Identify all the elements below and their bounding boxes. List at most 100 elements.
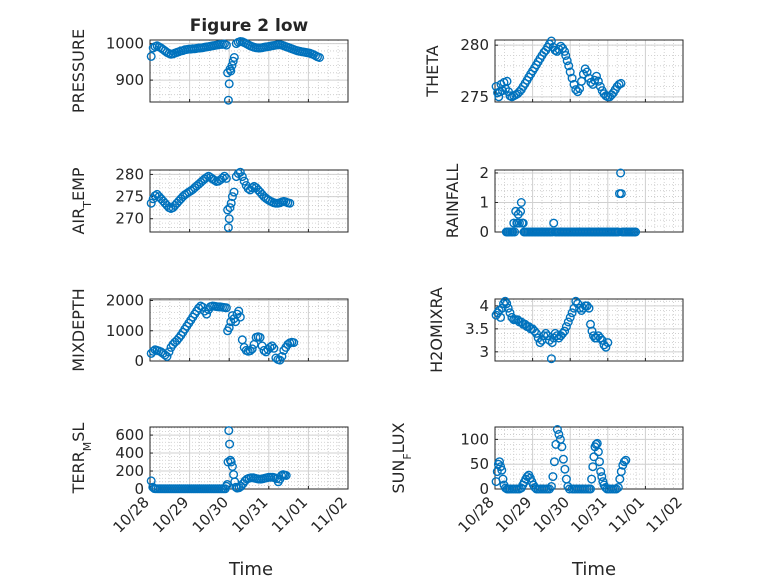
data-point — [221, 40, 231, 50]
data-point — [616, 168, 626, 178]
y-tick-label: 1000 — [106, 35, 144, 53]
data-point — [595, 81, 605, 91]
data-point — [235, 167, 245, 177]
data-point — [221, 173, 231, 183]
data-point — [619, 457, 629, 467]
data-point — [546, 482, 556, 492]
data-point — [164, 347, 174, 357]
data-point — [592, 438, 602, 448]
data-point — [564, 61, 574, 71]
subscript-m: M — [81, 442, 94, 452]
data-point — [235, 312, 245, 322]
y-tick-label: 275 — [460, 88, 489, 106]
data-point — [592, 71, 602, 81]
x-tick-label: 10/29 — [492, 493, 535, 536]
data-point — [503, 303, 513, 313]
data-point — [509, 218, 519, 228]
data-point — [146, 476, 156, 486]
data-point — [595, 333, 605, 343]
data-point — [562, 56, 572, 66]
subplot-h2omixra: 3 3.5 4 H2OMIXRA — [427, 287, 684, 373]
data-point — [615, 474, 625, 484]
data-point — [569, 79, 579, 89]
data-point — [146, 198, 156, 208]
data-point — [229, 470, 239, 480]
axes-frame — [149, 298, 349, 362]
data-point — [222, 480, 232, 490]
data-point — [245, 346, 255, 356]
x-tick-label: 11/01 — [268, 493, 311, 536]
y-tick-label: 0 — [479, 223, 489, 241]
subplot-rainfall: 0 1 2 RAINFALL — [443, 164, 684, 241]
data-point — [231, 482, 241, 492]
data-point — [277, 352, 287, 362]
data-point — [548, 472, 558, 482]
data-point — [560, 326, 570, 336]
y-tick-label: 1 — [479, 193, 489, 211]
data-point — [577, 76, 587, 86]
data-point — [202, 172, 212, 182]
data-point — [285, 198, 295, 208]
data-point — [497, 465, 507, 475]
data-point — [597, 472, 607, 482]
y-tick-label: 280 — [115, 165, 144, 183]
x-tick-label: 10/30 — [189, 493, 232, 536]
data-point — [558, 454, 568, 464]
x-tick-label: 11/02 — [643, 493, 686, 536]
data-point — [549, 457, 559, 467]
data-point — [560, 464, 570, 474]
x-tick-label: 10/28 — [455, 493, 498, 536]
data-point — [493, 308, 503, 318]
y-tick-label: 3.5 — [465, 320, 489, 338]
data-point — [613, 483, 623, 493]
data-point — [547, 338, 557, 348]
data-point — [571, 85, 581, 95]
x-tick-label: 10/29 — [149, 493, 192, 536]
y-tick-label: 50 — [470, 455, 489, 473]
data-point — [269, 343, 279, 353]
data-point — [616, 467, 626, 477]
data-point — [561, 322, 571, 332]
data-point — [255, 332, 265, 342]
data-point — [225, 203, 235, 213]
y-tick-label: 4 — [479, 297, 489, 315]
y-tick-label: 0 — [134, 352, 144, 370]
x-tick-label: 10/28 — [110, 493, 153, 536]
y-tick-label: 100 — [460, 430, 489, 448]
data-point — [631, 227, 641, 237]
data-point — [535, 338, 545, 348]
y-tick-label: 280 — [460, 36, 489, 54]
data-point — [496, 312, 506, 322]
axes-frame — [494, 39, 684, 103]
data-point — [227, 192, 237, 202]
data-point — [589, 452, 599, 462]
data-point — [563, 317, 573, 327]
y-tick-label: 2 — [479, 164, 489, 182]
data-point — [567, 73, 577, 83]
y-axis-label: MIXDEPTH — [69, 288, 88, 371]
y-tick-label: 900 — [115, 71, 144, 89]
data-point — [552, 425, 562, 435]
data-point — [584, 303, 594, 313]
data-point — [499, 299, 509, 309]
data-point — [239, 176, 249, 186]
data-point — [510, 227, 520, 237]
y-tick-label: 600 — [115, 426, 144, 444]
data-point — [162, 352, 172, 362]
axes-frame — [494, 298, 684, 362]
data-point — [595, 457, 605, 467]
data-point — [247, 344, 257, 354]
y-axis-label: AIRTEMP — [69, 167, 94, 234]
data-point — [552, 331, 562, 341]
axes-frame — [149, 39, 349, 103]
y-tick-label: 3 — [479, 343, 489, 361]
data-point — [224, 426, 234, 436]
y-tick-label: 0 — [134, 480, 144, 498]
data-point — [557, 442, 567, 452]
x-tick-label: 11/01 — [605, 493, 648, 536]
data-point — [219, 171, 229, 181]
data-point — [565, 312, 575, 322]
